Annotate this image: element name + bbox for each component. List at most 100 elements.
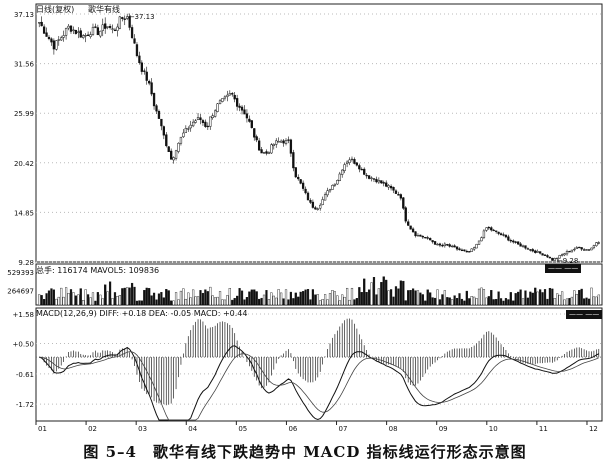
volume-bar bbox=[248, 291, 251, 306]
candle-body bbox=[372, 178, 376, 180]
candle-body bbox=[160, 118, 163, 127]
candle-body bbox=[121, 17, 124, 19]
volume-bar bbox=[539, 289, 542, 306]
candle-body bbox=[253, 128, 256, 138]
candle-body bbox=[218, 100, 222, 105]
volume-bar bbox=[62, 296, 65, 306]
volume-bar bbox=[353, 299, 356, 306]
candle-body bbox=[370, 177, 373, 179]
volume-bar bbox=[162, 297, 165, 306]
volume-bar bbox=[385, 279, 388, 306]
volume-tick-label: 529393 bbox=[7, 269, 34, 277]
candle-body bbox=[480, 237, 483, 242]
diff-line bbox=[39, 345, 600, 421]
month-label: 08 bbox=[389, 425, 398, 433]
volume-bar bbox=[306, 289, 310, 306]
candle-body bbox=[360, 168, 363, 171]
volume-bar bbox=[517, 291, 520, 306]
candle-body bbox=[575, 247, 578, 250]
candle-body bbox=[270, 144, 273, 154]
candle-body bbox=[460, 249, 464, 251]
candle-body bbox=[443, 243, 446, 247]
volume-bar bbox=[165, 289, 168, 306]
volume-bar bbox=[504, 298, 508, 306]
candle-body bbox=[328, 189, 332, 192]
candle-body bbox=[133, 38, 136, 44]
volume-bar bbox=[487, 296, 490, 306]
candle-body bbox=[321, 199, 324, 205]
candle-body bbox=[411, 228, 415, 233]
volume-bar bbox=[392, 296, 395, 306]
month-label: 03 bbox=[138, 425, 147, 433]
candle-body bbox=[272, 143, 275, 146]
volume-bar bbox=[411, 288, 415, 306]
volume-bar bbox=[548, 287, 552, 306]
volume-bar bbox=[245, 297, 249, 306]
candle-body bbox=[74, 29, 78, 34]
volume-bar bbox=[40, 295, 43, 306]
candle-body bbox=[377, 180, 381, 183]
volume-bar bbox=[595, 296, 598, 306]
volume-bar bbox=[490, 290, 493, 306]
candle-body bbox=[99, 30, 102, 37]
volume-bar bbox=[86, 294, 90, 306]
candle-body bbox=[365, 174, 368, 177]
candle-body bbox=[580, 247, 583, 250]
candle-body bbox=[228, 93, 231, 96]
candle-body bbox=[553, 258, 556, 261]
candle-body bbox=[421, 236, 424, 238]
candle-body bbox=[79, 30, 82, 38]
candle-body bbox=[582, 249, 586, 251]
volume-bar bbox=[118, 295, 121, 306]
price-tick-label: 25.99 bbox=[14, 110, 34, 118]
candle-body bbox=[148, 80, 151, 84]
volume-panel-frame bbox=[35, 263, 603, 306]
volume-bar bbox=[130, 282, 134, 306]
candle-body bbox=[94, 26, 97, 28]
candle-body bbox=[138, 55, 141, 64]
candle-body bbox=[358, 165, 361, 170]
candle-body bbox=[118, 16, 122, 29]
volume-bar bbox=[326, 299, 329, 306]
volume-bar bbox=[277, 289, 280, 306]
candle-body bbox=[424, 236, 427, 239]
candle-body bbox=[311, 201, 315, 208]
candle-body bbox=[429, 238, 432, 241]
volume-bar bbox=[135, 300, 139, 306]
volume-bar bbox=[495, 298, 498, 306]
volume-bar bbox=[580, 288, 583, 306]
volume-bar bbox=[123, 287, 126, 306]
candle-body bbox=[592, 245, 596, 249]
candle-body bbox=[407, 221, 410, 226]
candle-body bbox=[375, 178, 378, 183]
candle-body bbox=[238, 105, 241, 108]
candle-body bbox=[382, 182, 385, 184]
candle-body bbox=[595, 242, 598, 247]
volume-bar bbox=[194, 296, 197, 306]
volume-bar bbox=[196, 296, 200, 306]
candle-body bbox=[548, 256, 552, 259]
volume-bar bbox=[182, 288, 185, 306]
volume-bar bbox=[529, 291, 532, 306]
volume-bar bbox=[174, 292, 178, 306]
volume-bar bbox=[299, 291, 302, 306]
volume-bar bbox=[272, 295, 275, 306]
volume-bar bbox=[333, 291, 336, 306]
candle-body bbox=[573, 248, 576, 251]
volume-bar bbox=[482, 289, 486, 306]
price-tick-label: 31.56 bbox=[14, 61, 35, 69]
candle-body bbox=[543, 254, 547, 256]
candle-body bbox=[348, 159, 351, 163]
candle-body bbox=[492, 229, 495, 232]
candle-body bbox=[534, 250, 537, 253]
candle-body bbox=[380, 180, 383, 184]
candle-body bbox=[50, 38, 53, 43]
candle-body bbox=[257, 140, 261, 151]
chart-period-label: 日线(复权) bbox=[36, 5, 75, 14]
candle-body bbox=[104, 23, 107, 29]
candle-body bbox=[223, 96, 227, 99]
candle-body bbox=[279, 140, 283, 143]
candle-body bbox=[216, 103, 219, 112]
volume-bar bbox=[470, 296, 473, 306]
